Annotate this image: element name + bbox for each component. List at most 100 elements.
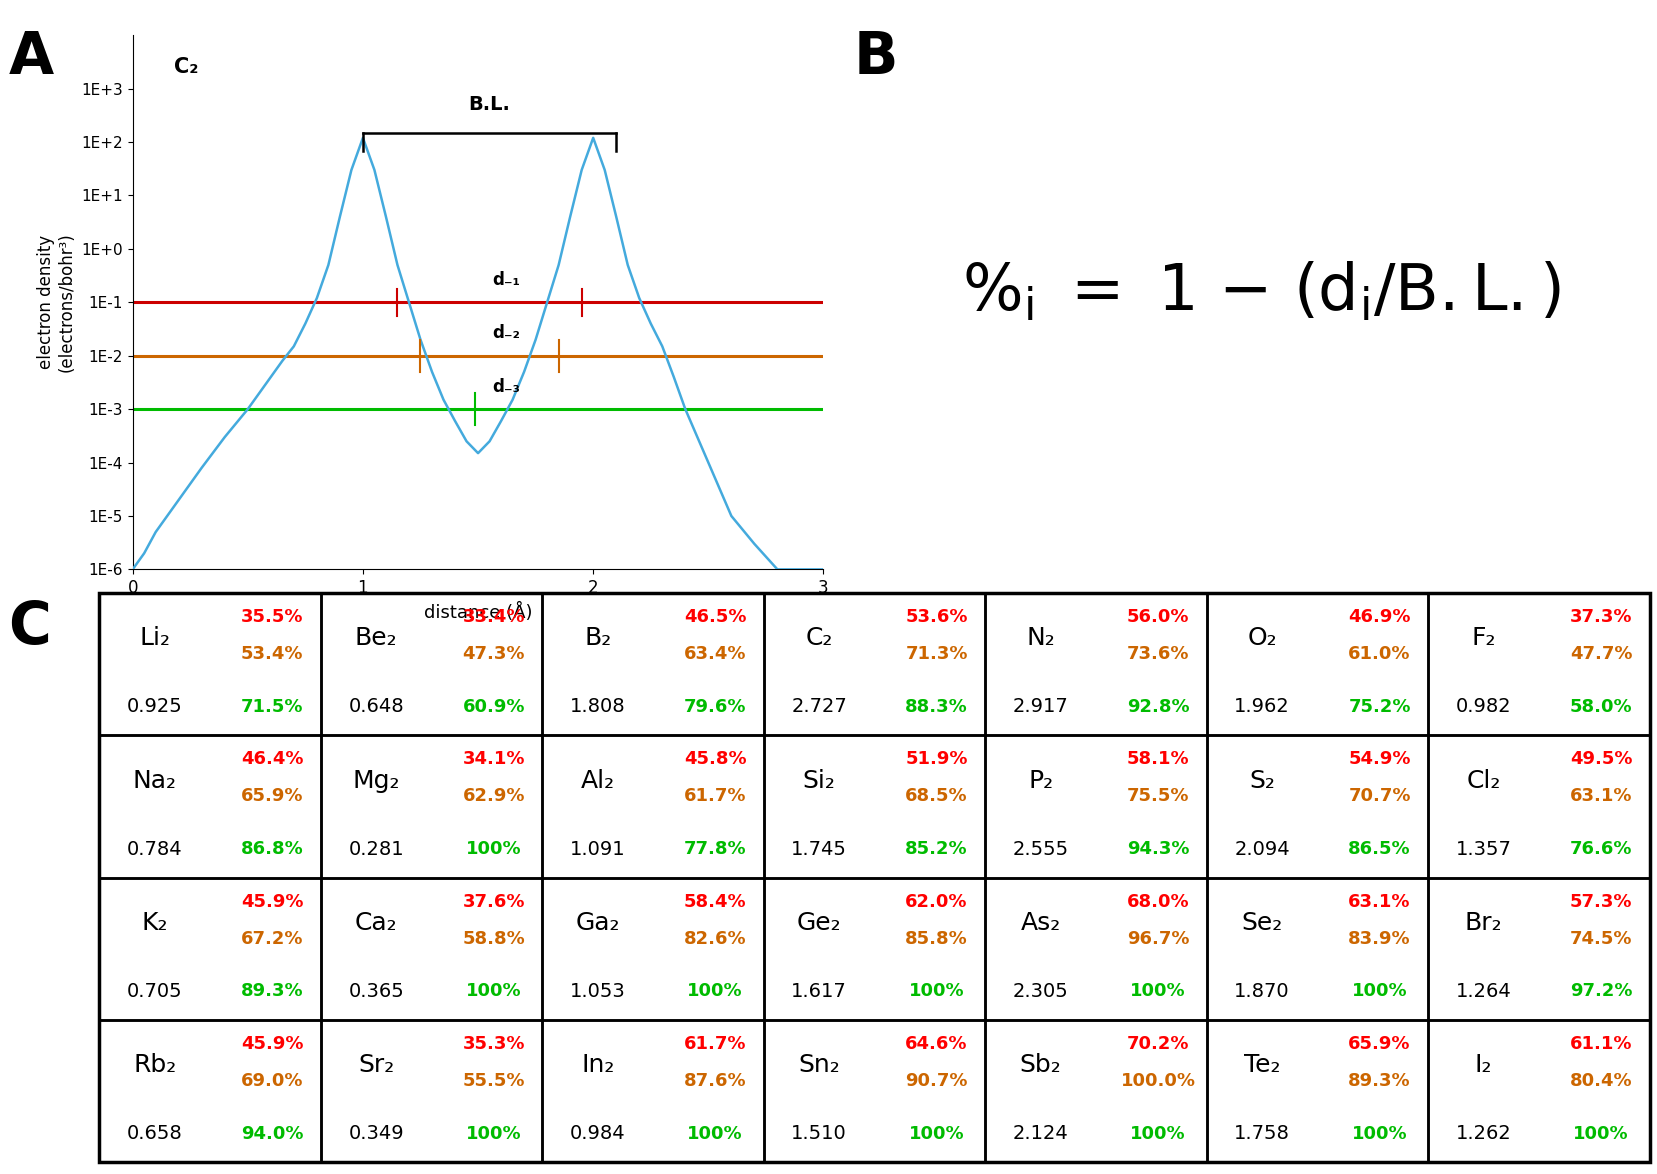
Text: 1.091: 1.091 [570,839,625,858]
Text: 46.9%: 46.9% [1347,608,1410,626]
Text: 1.053: 1.053 [570,981,625,1001]
Text: 100%: 100% [908,983,964,1000]
Text: 100.0%: 100.0% [1120,1072,1195,1091]
Text: 70.7%: 70.7% [1347,788,1410,805]
Text: 54.9%: 54.9% [1347,750,1410,769]
Text: 100%: 100% [466,983,522,1000]
Text: 62.9%: 62.9% [462,788,525,805]
Text: 47.7%: 47.7% [1569,645,1630,663]
Text: 67.2%: 67.2% [240,930,303,947]
Text: 61.7%: 61.7% [683,788,746,805]
Text: 74.5%: 74.5% [1569,930,1630,947]
Text: 71.3%: 71.3% [905,645,968,663]
Bar [984,735,1206,878]
Text: 1.870: 1.870 [1233,981,1289,1001]
Text: Al₂: Al₂ [580,769,615,792]
Text: Mg₂: Mg₂ [353,769,399,792]
Text: d₋₃: d₋₃ [492,378,519,396]
Text: 35.3%: 35.3% [462,1035,525,1053]
Text: B.L.: B.L. [469,95,510,114]
Text: 2.305: 2.305 [1012,981,1067,1001]
Text: Sn₂: Sn₂ [799,1053,840,1078]
Text: 76.6%: 76.6% [1569,841,1630,858]
Text: 94.0%: 94.0% [240,1125,303,1142]
Bar [1427,1020,1649,1162]
Bar [1427,735,1649,878]
Text: 61.0%: 61.0% [1347,645,1410,663]
Text: 97.2%: 97.2% [1569,983,1630,1000]
Text: 92.8%: 92.8% [1127,697,1188,716]
Text: Na₂: Na₂ [133,769,177,792]
Text: 1.745: 1.745 [790,839,847,858]
Bar [99,878,321,1020]
Text: 0.658: 0.658 [128,1125,182,1143]
Text: P₂: P₂ [1027,769,1052,792]
Text: 58.1%: 58.1% [1127,750,1188,769]
Bar [984,1020,1206,1162]
Bar [764,735,984,878]
Text: 68.5%: 68.5% [905,788,968,805]
Text: 77.8%: 77.8% [683,841,746,858]
X-axis label: distance (Å): distance (Å) [424,602,532,622]
Text: 1.617: 1.617 [790,981,847,1001]
Text: Ge₂: Ge₂ [797,911,842,936]
Text: 89.3%: 89.3% [1347,1072,1410,1091]
Text: 0.982: 0.982 [1455,697,1511,716]
Text: A: A [8,29,53,87]
Text: 100%: 100% [1572,1125,1627,1142]
Bar [1206,735,1427,878]
Text: 75.5%: 75.5% [1127,788,1188,805]
Text: 1.262: 1.262 [1455,1125,1511,1143]
Text: 71.5%: 71.5% [240,697,303,716]
Text: Ga₂: Ga₂ [575,911,620,936]
Bar [321,1020,542,1162]
Bar [542,1020,764,1162]
Text: 64.6%: 64.6% [905,1035,968,1053]
Text: Ca₂: Ca₂ [355,911,398,936]
Text: 79.6%: 79.6% [683,697,746,716]
Text: Rb₂: Rb₂ [133,1053,176,1078]
Text: 1.510: 1.510 [790,1125,847,1143]
Text: 68.0%: 68.0% [1127,892,1188,911]
Text: 53.4%: 53.4% [240,645,303,663]
Text: 2.917: 2.917 [1012,697,1067,716]
Text: 62.0%: 62.0% [905,892,968,911]
Text: N₂: N₂ [1026,627,1054,650]
Text: 65.9%: 65.9% [240,788,303,805]
Text: 100%: 100% [908,1125,964,1142]
Text: 58.0%: 58.0% [1569,697,1630,716]
Text: Se₂: Se₂ [1241,911,1283,936]
Text: 37.6%: 37.6% [462,892,525,911]
Text: 58.8%: 58.8% [462,930,525,947]
Text: 2.124: 2.124 [1012,1125,1067,1143]
Text: d₋₁: d₋₁ [492,271,519,289]
Text: 58.4%: 58.4% [683,892,746,911]
Text: F₂: F₂ [1470,627,1495,650]
Text: Li₂: Li₂ [139,627,171,650]
Text: 100%: 100% [688,983,742,1000]
Text: 1.264: 1.264 [1455,981,1511,1001]
Text: 100%: 100% [688,1125,742,1142]
Bar [764,593,984,735]
Text: 60.9%: 60.9% [462,697,525,716]
Text: 65.9%: 65.9% [1347,1035,1410,1053]
Text: 75.2%: 75.2% [1347,697,1410,716]
Text: 100%: 100% [1350,1125,1407,1142]
Text: Sr₂: Sr₂ [358,1053,394,1078]
Text: 87.6%: 87.6% [683,1072,746,1091]
Text: 45.9%: 45.9% [240,1035,303,1053]
Text: 61.1%: 61.1% [1569,1035,1630,1053]
Text: O₂: O₂ [1246,627,1276,650]
Bar [542,735,764,878]
Text: 53.6%: 53.6% [905,608,968,626]
Text: 0.349: 0.349 [348,1125,404,1143]
Text: 100%: 100% [1130,1125,1185,1142]
Text: 85.2%: 85.2% [905,841,968,858]
Text: Sb₂: Sb₂ [1019,1053,1060,1078]
Text: 82.6%: 82.6% [683,930,746,947]
Text: 49.5%: 49.5% [1569,750,1630,769]
Text: Be₂: Be₂ [355,627,398,650]
Text: 69.0%: 69.0% [240,1072,303,1091]
Text: 1.962: 1.962 [1233,697,1289,716]
Text: C: C [8,599,51,656]
